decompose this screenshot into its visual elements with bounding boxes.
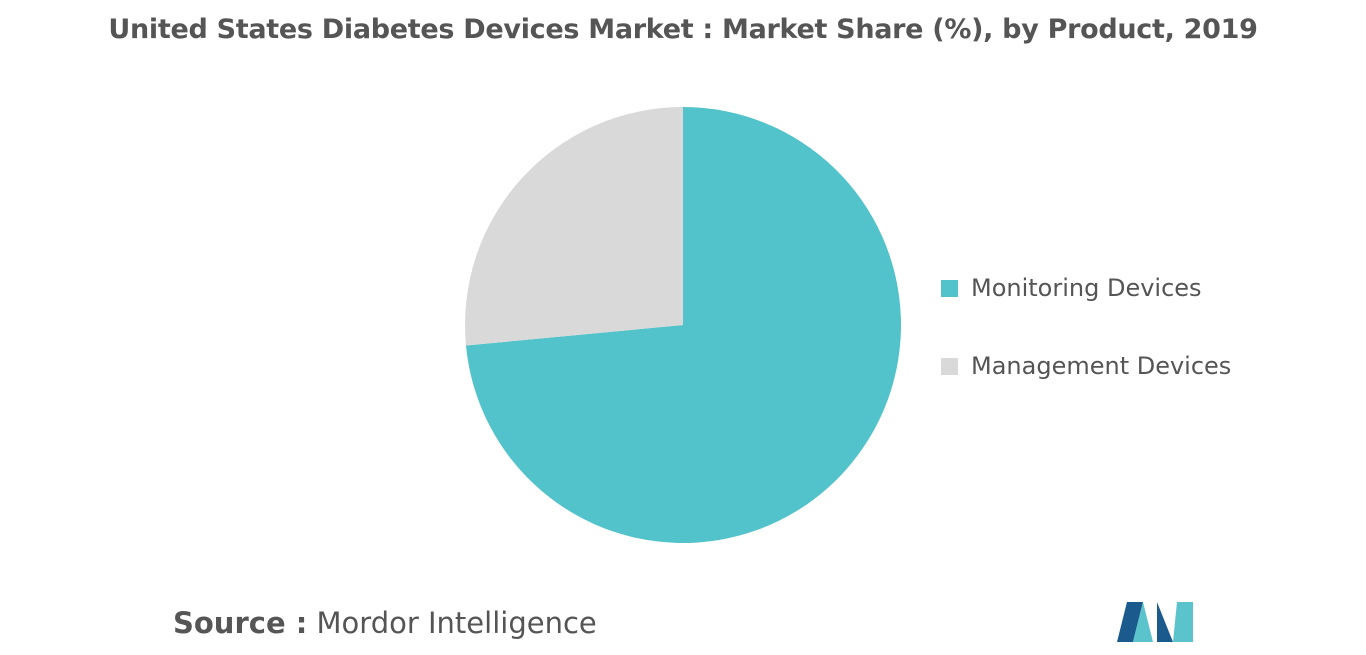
pie-slice-monitoring-devices xyxy=(465,107,902,543)
chart-title: United States Diabetes Devices Market : … xyxy=(108,14,1258,45)
source-note: Source : Mordor Intelligence xyxy=(173,606,597,640)
pie-slice-management-devices xyxy=(465,107,683,346)
mordor-intelligence-logo-icon xyxy=(1117,602,1193,642)
legend-item-monitoring-devices: Monitoring Devices xyxy=(941,268,1231,308)
source-prefix: Source : xyxy=(173,606,308,640)
legend-label-monitoring-devices: Monitoring Devices xyxy=(971,274,1202,302)
legend-label-management-devices: Management Devices xyxy=(971,352,1232,380)
legend-swatch-monitoring-devices xyxy=(941,279,958,297)
chart-legend: Monitoring Devices Management Devices xyxy=(941,268,1231,424)
pie-slices xyxy=(465,107,902,543)
legend-swatch-management-devices xyxy=(941,357,958,375)
legend-item-management-devices: Management Devices xyxy=(941,346,1231,386)
source-name: Mordor Intelligence xyxy=(316,606,597,640)
